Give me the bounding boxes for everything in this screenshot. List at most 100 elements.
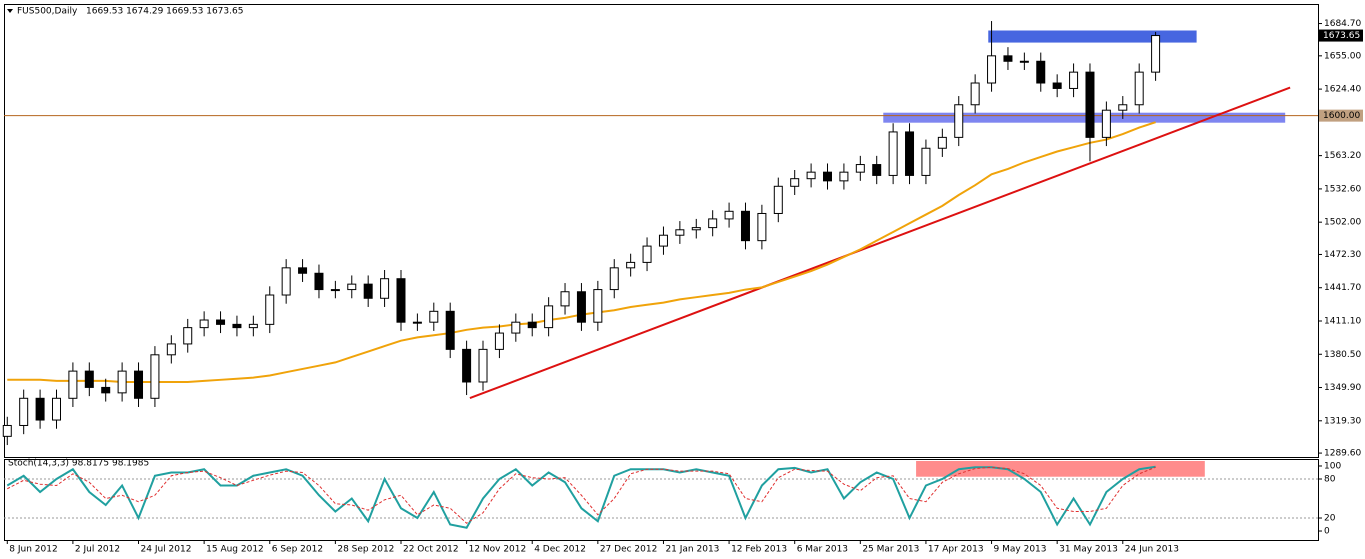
candle-body bbox=[905, 131, 915, 176]
candle-body bbox=[724, 210, 734, 220]
candle-body bbox=[35, 397, 45, 421]
candle-body bbox=[560, 291, 570, 307]
y-tick-label: 1655.00 bbox=[1324, 51, 1361, 61]
candle-body bbox=[691, 227, 701, 231]
candle-body bbox=[839, 171, 849, 182]
stoch-line bbox=[7, 466, 1156, 524]
candle-body bbox=[855, 164, 865, 173]
candle-body bbox=[576, 291, 586, 323]
candle-body bbox=[642, 245, 652, 263]
candle-body bbox=[511, 321, 521, 334]
candle-body bbox=[117, 370, 127, 394]
candle-body bbox=[51, 397, 61, 421]
candle-body bbox=[1052, 82, 1062, 89]
y-tick-label: 1289.60 bbox=[1324, 449, 1361, 459]
candle-body bbox=[232, 323, 242, 329]
x-tick-label: 21 Jan 2013 bbox=[665, 545, 719, 555]
y-tick-label: 0 bbox=[1324, 527, 1330, 537]
y-tick-label: 1563.20 bbox=[1324, 151, 1361, 161]
candle-body bbox=[412, 321, 422, 324]
y-tick-label: 1472.30 bbox=[1324, 250, 1361, 260]
y-tick-label: 1532.60 bbox=[1324, 184, 1361, 194]
candle-body bbox=[298, 267, 308, 274]
panel-title: FUS500,Daily bbox=[17, 7, 78, 17]
x-tick-label: 25 Mar 2013 bbox=[862, 545, 919, 555]
y-tick-label: 1624.40 bbox=[1324, 85, 1361, 95]
candle-body bbox=[19, 397, 29, 426]
candle-body bbox=[396, 278, 406, 323]
stoch-line bbox=[6, 465, 1156, 529]
y-tick-label: 20 bbox=[1324, 514, 1336, 524]
candle-body bbox=[166, 343, 176, 356]
x-tick-label: 22 Oct 2012 bbox=[403, 545, 459, 555]
x-tick-label: 12 Nov 2012 bbox=[469, 545, 527, 555]
price-label: 1600.00 bbox=[1323, 111, 1360, 121]
candle-body bbox=[773, 185, 783, 214]
price-frame bbox=[4, 4, 1319, 458]
y-tick-label: 1684.70 bbox=[1324, 19, 1361, 29]
candle-body bbox=[363, 283, 373, 299]
ohlc-label: 1669.53 1674.29 1669.53 1673.65 bbox=[86, 7, 243, 17]
y-tick-label: 1319.30 bbox=[1324, 416, 1361, 426]
candle-body bbox=[445, 310, 455, 350]
candle-body bbox=[609, 267, 619, 291]
candle-body bbox=[1019, 60, 1029, 63]
x-tick-label: 17 Apr 2013 bbox=[928, 545, 984, 555]
candle-body bbox=[970, 82, 980, 106]
y-tick-label: 1441.70 bbox=[1324, 283, 1361, 293]
candle-body bbox=[675, 229, 685, 236]
x-tick-label: 24 Jul 2012 bbox=[141, 545, 192, 555]
candle-body bbox=[740, 210, 750, 242]
x-tick-label: 15 Aug 2012 bbox=[206, 545, 264, 555]
candle-body bbox=[954, 104, 964, 138]
x-tick-label: 6 Mar 2013 bbox=[797, 545, 848, 555]
x-tick-label: 9 May 2013 bbox=[994, 545, 1047, 555]
y-tick-label: 100 bbox=[1324, 461, 1341, 471]
candle-body bbox=[790, 178, 800, 187]
zone bbox=[988, 30, 1197, 43]
candle-body bbox=[1036, 60, 1046, 84]
candle-body bbox=[1118, 104, 1128, 111]
candle-body bbox=[872, 164, 882, 176]
zone bbox=[883, 112, 1286, 123]
price-label-box bbox=[1319, 109, 1363, 122]
y-tick-label: 1411.10 bbox=[1324, 316, 1361, 326]
candle-body bbox=[429, 310, 439, 323]
y-tick-label: 80 bbox=[1324, 474, 1336, 484]
menu-arrow[interactable] bbox=[7, 9, 13, 13]
x-tick-label: 2 Jul 2012 bbox=[75, 545, 120, 555]
candle-body bbox=[68, 370, 78, 399]
candle-body bbox=[1069, 71, 1079, 89]
candle-body bbox=[806, 171, 816, 180]
trend-line bbox=[469, 86, 1291, 400]
candle-body bbox=[527, 321, 537, 329]
candle-body bbox=[1085, 71, 1095, 138]
candle-body bbox=[1101, 109, 1111, 138]
candle-body bbox=[380, 278, 390, 299]
candle-body bbox=[658, 234, 668, 247]
candle-body bbox=[544, 305, 554, 329]
x-tick-label: 28 Sep 2012 bbox=[337, 545, 394, 555]
candle-body bbox=[84, 370, 94, 388]
candle-body bbox=[626, 261, 636, 269]
candle-body bbox=[478, 348, 488, 383]
stoch-frame bbox=[4, 459, 1319, 541]
candle-body bbox=[134, 370, 144, 399]
x-tick-label: 4 Dec 2012 bbox=[534, 545, 586, 555]
candle-body bbox=[494, 332, 504, 350]
candle-body bbox=[937, 136, 947, 149]
last-price-label: 1673.65 bbox=[1323, 31, 1360, 41]
candle-body bbox=[199, 319, 209, 329]
candle-body bbox=[987, 55, 997, 84]
candle-body bbox=[593, 289, 603, 323]
candle-body bbox=[265, 294, 275, 325]
x-tick-label: 31 May 2013 bbox=[1059, 545, 1118, 555]
candle-body bbox=[1134, 71, 1144, 106]
y-tick-label: 1349.90 bbox=[1324, 383, 1361, 393]
candle-body bbox=[248, 323, 258, 329]
candle-body bbox=[281, 267, 291, 296]
x-tick-label: 6 Sep 2012 bbox=[272, 545, 323, 555]
y-tick-label: 1502.00 bbox=[1324, 218, 1361, 228]
candle-body bbox=[823, 171, 833, 182]
